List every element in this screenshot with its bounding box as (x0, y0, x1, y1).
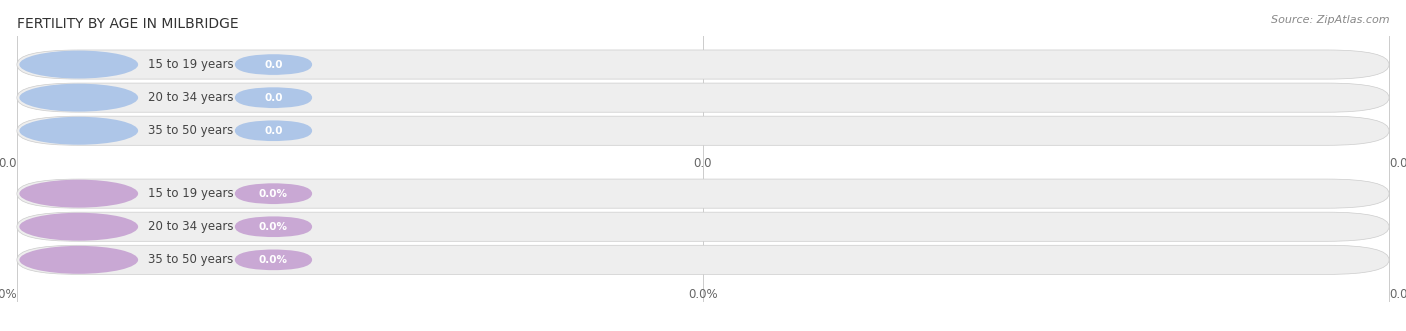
FancyBboxPatch shape (17, 245, 1389, 274)
Text: 0.0: 0.0 (1389, 157, 1406, 170)
Text: 0.0%: 0.0% (0, 288, 17, 301)
Text: 20 to 34 years: 20 to 34 years (148, 220, 233, 233)
Text: 20 to 34 years: 20 to 34 years (148, 91, 233, 104)
Text: 0.0: 0.0 (264, 93, 283, 103)
Circle shape (20, 180, 138, 208)
Text: 0.0%: 0.0% (259, 189, 288, 199)
Text: 0.0%: 0.0% (1389, 288, 1406, 301)
FancyBboxPatch shape (235, 216, 312, 237)
Text: 0.0%: 0.0% (688, 288, 718, 301)
FancyBboxPatch shape (235, 54, 312, 75)
Text: 15 to 19 years: 15 to 19 years (148, 187, 233, 200)
FancyBboxPatch shape (17, 83, 1389, 112)
Text: 0.0: 0.0 (0, 157, 17, 170)
FancyBboxPatch shape (235, 183, 312, 204)
FancyBboxPatch shape (235, 249, 312, 270)
Text: Source: ZipAtlas.com: Source: ZipAtlas.com (1271, 15, 1389, 25)
FancyBboxPatch shape (235, 120, 312, 141)
Circle shape (20, 213, 138, 241)
Text: 0.0: 0.0 (693, 157, 713, 170)
Text: 0.0: 0.0 (264, 60, 283, 70)
FancyBboxPatch shape (17, 179, 1389, 208)
FancyBboxPatch shape (17, 50, 1389, 79)
FancyBboxPatch shape (17, 212, 1389, 241)
Circle shape (20, 84, 138, 112)
Text: 0.0%: 0.0% (259, 255, 288, 265)
Text: 0.0%: 0.0% (259, 222, 288, 232)
Text: 35 to 50 years: 35 to 50 years (148, 124, 233, 137)
Text: 35 to 50 years: 35 to 50 years (148, 253, 233, 266)
Circle shape (20, 117, 138, 145)
FancyBboxPatch shape (17, 116, 1389, 145)
Text: FERTILITY BY AGE IN MILBRIDGE: FERTILITY BY AGE IN MILBRIDGE (17, 17, 239, 30)
Text: 0.0: 0.0 (264, 126, 283, 136)
Circle shape (20, 246, 138, 274)
Circle shape (20, 51, 138, 78)
Text: 15 to 19 years: 15 to 19 years (148, 58, 233, 71)
FancyBboxPatch shape (235, 87, 312, 108)
